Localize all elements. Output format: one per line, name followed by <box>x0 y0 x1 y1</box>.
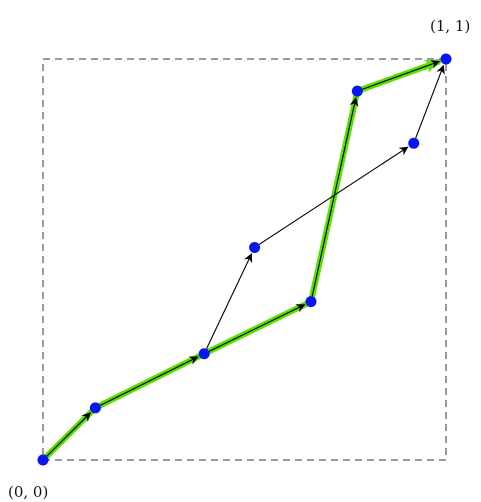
node-p1 <box>89 402 101 414</box>
node-p0 <box>37 454 49 466</box>
node-p4 <box>305 296 317 308</box>
endpoint-label: (1, 1) <box>430 17 470 35</box>
arrow-p6-to-p7 <box>415 64 445 139</box>
lattice-nodes <box>37 53 452 466</box>
node-p7 <box>440 53 452 65</box>
arrow-p2-to-p3 <box>206 253 253 350</box>
arrow-p0-to-p1 <box>46 412 91 457</box>
node-p3 <box>249 241 261 253</box>
node-p6 <box>408 137 420 149</box>
node-p2 <box>198 348 210 360</box>
node-p5 <box>351 85 363 97</box>
arrow-edges <box>46 59 445 457</box>
arrow-p5-to-p7 <box>362 59 441 90</box>
arrow-p1-to-p2 <box>100 356 199 406</box>
arrow-p4-to-p5 <box>311 97 359 297</box>
arrow-p3-to-p6 <box>258 146 409 245</box>
highlighted-path <box>40 58 442 463</box>
unit-square-boundary <box>42 58 447 461</box>
arrow-p2-to-p4 <box>208 304 306 352</box>
origin-label: (0, 0) <box>8 483 48 501</box>
